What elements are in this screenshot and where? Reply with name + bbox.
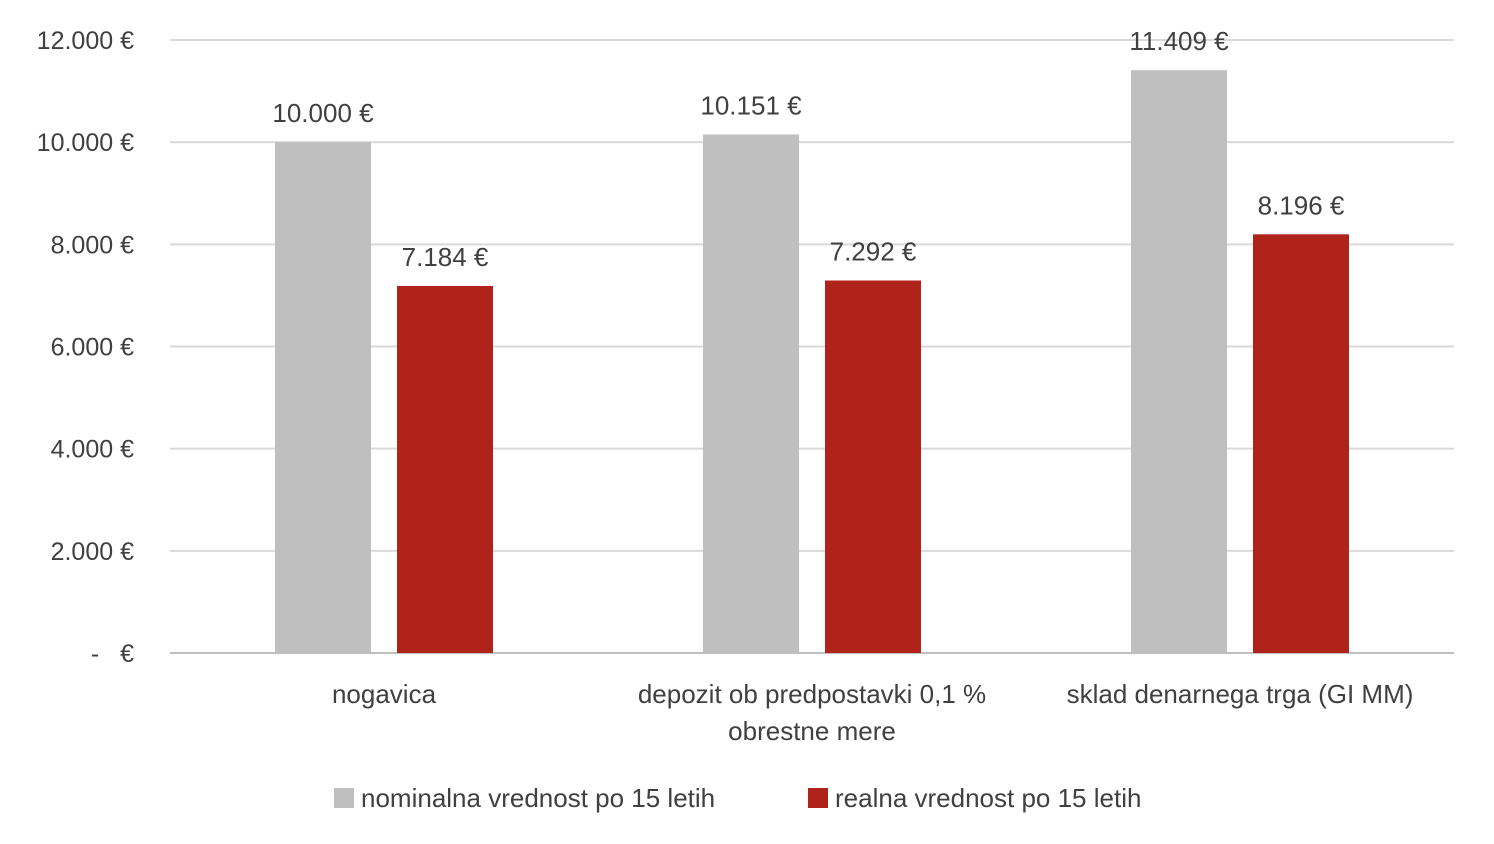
- x-tick-label: nogavica: [332, 679, 437, 709]
- bar-real-0: [397, 286, 493, 653]
- x-tick-label: obrestne mere: [728, 716, 896, 746]
- data-labels: 10.000 € 7.184 € 10.151 € 7.292 € 11.409 € 8.…: [272, 26, 1345, 272]
- y-tick-label: - €: [91, 640, 134, 668]
- data-label: 10.000 €: [272, 98, 374, 128]
- data-label: 11.409 €: [1129, 26, 1229, 56]
- x-tick-label: depozit ob predpostavki 0,1 %: [638, 679, 986, 709]
- bar-real-2: [1253, 234, 1349, 654]
- y-axis-ticks: - € 2.000 € 4.000 € 6.000 € 8.000 € 10.000 € 1…: [37, 27, 134, 668]
- data-label: 7.292 €: [830, 237, 917, 267]
- bar-nominal-1: [703, 134, 799, 654]
- bar-real-1: [825, 280, 921, 653]
- x-tick-label: sklad denarnega trga (GI MM): [1067, 679, 1414, 709]
- y-tick-label: 12.000 €: [37, 27, 134, 55]
- legend-label: nominalna vrednost po 15 letih: [361, 783, 715, 813]
- data-label: 7.184 €: [402, 242, 489, 272]
- x-axis-ticks: nogavica depozit ob predpostavki 0,1 % obr…: [332, 679, 1413, 746]
- y-tick-label: 2.000 €: [51, 538, 135, 566]
- legend-label: realna vrednost po 15 letih: [835, 783, 1141, 813]
- bars: [275, 70, 1349, 654]
- gridlines: [170, 39, 1454, 654]
- y-tick-label: 10.000 €: [37, 129, 134, 157]
- y-tick-label: 4.000 €: [51, 436, 135, 464]
- legend-swatch: [808, 788, 828, 808]
- bar-nominal-0: [275, 142, 371, 653]
- data-label: 10.151 €: [700, 90, 802, 120]
- bar-nominal-2: [1131, 70, 1227, 653]
- y-tick-label: 8.000 €: [51, 231, 135, 259]
- legend-swatch: [334, 788, 354, 808]
- data-label: 8.196 €: [1258, 190, 1345, 220]
- legend: nominalna vrednost po 15 letih realna vre…: [334, 783, 1141, 813]
- y-tick-label: 6.000 €: [51, 334, 135, 362]
